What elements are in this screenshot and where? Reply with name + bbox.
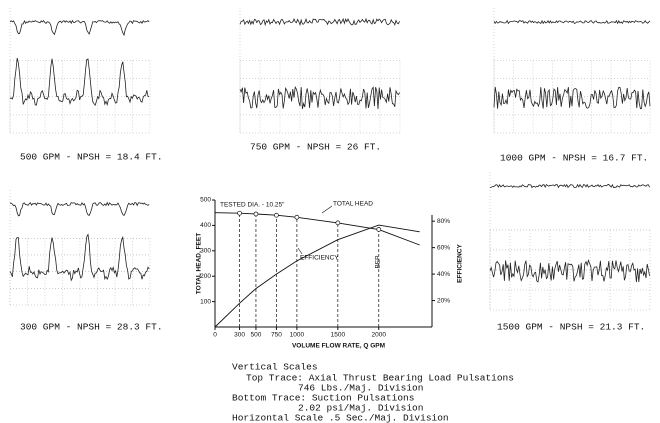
test-point [335, 220, 341, 226]
panel-caption: 500 GPM - NPSH = 18.4 FT. [20, 152, 163, 163]
test-point [294, 214, 300, 220]
top-trace [493, 19, 651, 25]
series-line [214, 212, 420, 246]
annotation: BEP [375, 255, 382, 268]
y-axis-label: TOTAL HEAD, FEET [196, 233, 203, 294]
note: Vertical Scales [232, 362, 318, 373]
bottom-trace [9, 57, 150, 107]
bottom-trace [493, 86, 651, 110]
annotation: TOTAL HEAD [333, 201, 373, 208]
y2-axis-label: EFFICIENCY [457, 244, 464, 283]
y2-tick-label: 60% [437, 244, 450, 251]
panel-caption: 750 GPM - NPSH = 26 FT. [250, 142, 381, 153]
y-tick-label: 400 [200, 222, 211, 229]
y2-tick-label: 20% [437, 297, 450, 304]
panel-caption: 1500 GPM - NPSH = 21.3 FT. [497, 322, 645, 333]
y-tick-label: 100 [200, 298, 211, 305]
x-axis-label: VOLUME FLOW RATE, Q GPM [292, 343, 385, 350]
top-trace [9, 19, 150, 37]
x-tick-label: 750 [271, 332, 282, 339]
test-point [237, 210, 242, 216]
test-point [253, 211, 259, 217]
y-tick-label: 200 [200, 273, 211, 280]
note: 746 Lbs./Maj. Division [298, 383, 423, 394]
y-tick-label: 300 [200, 248, 211, 255]
x-tick-label: 2000 [372, 332, 387, 339]
annotation: EFFICIENCY [300, 255, 339, 262]
x-tick-label: 1500 [331, 332, 346, 339]
note: 2.02 psi/Maj. Division [298, 403, 423, 414]
panel-caption: 1000 GPM - NPSH = 16.7 FT. [500, 153, 648, 164]
leader [321, 205, 333, 214]
note: Horizontal Scale .5 Sec./Maj. Division [232, 413, 449, 423]
x-tick-label: 500 [251, 332, 262, 339]
y2-tick-label: 80% [437, 218, 450, 225]
note: Bottom Trace: Suction Pulsations [232, 393, 414, 404]
bottom-trace [239, 85, 400, 110]
top-trace [9, 201, 150, 217]
panel-caption: 300 GPM - NPSH = 28.3 FT. [20, 322, 163, 333]
x-tick-label: 0 [213, 332, 217, 339]
series-line [214, 224, 420, 328]
test-point [376, 227, 382, 232]
x-tick-label: 1000 [290, 332, 305, 339]
note: Top Trace: Axial Thrust Bearing Load Pul… [246, 373, 514, 384]
top-trace [239, 17, 400, 27]
test-point [274, 212, 279, 218]
y2-tick-label: 40% [437, 271, 450, 278]
x-tick-label: 300 [234, 332, 245, 339]
bottom-trace [489, 259, 650, 283]
y-tick-label: 500 [200, 197, 211, 204]
leader [297, 247, 303, 255]
top-trace [489, 183, 650, 189]
bottom-trace [9, 233, 150, 282]
annotation: TESTED DIA. - 10.25" [220, 202, 285, 209]
